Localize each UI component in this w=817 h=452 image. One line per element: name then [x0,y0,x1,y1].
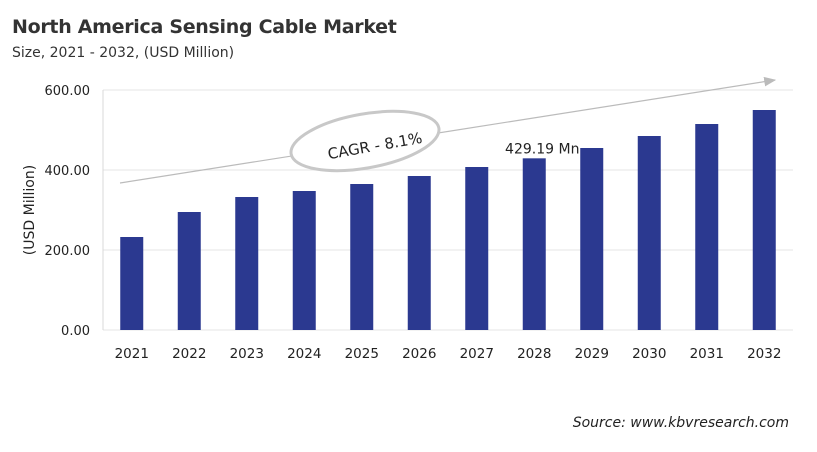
bar-2026 [407,176,431,330]
x-tick-label: 2021 [115,346,149,362]
x-tick-label: 2022 [172,346,206,362]
bar-2024 [292,191,316,330]
bar-2029 [580,148,604,330]
chart-title: North America Sensing Cable Market [12,16,397,38]
bar-2028 [522,158,546,330]
trend-arrow [119,76,777,184]
x-tick-label: 2031 [690,346,724,362]
bar-2030 [637,136,661,330]
y-tick-label: 400.00 [45,164,91,179]
x-tick-label: 2023 [230,346,264,362]
x-tick-label: 2025 [345,346,379,362]
x-tick-label: 2027 [460,346,494,362]
bar-2031 [695,124,719,330]
cagr-ellipse [289,109,441,173]
bar-2021 [120,237,144,330]
data-label: 429.19 Mn [505,141,579,157]
x-tick-label: 2026 [402,346,436,362]
y-tick-label: 600.00 [45,84,91,99]
x-tick-label: 2028 [517,346,551,362]
bar-2027 [465,167,489,330]
source-note: Source: www.kbvresearch.com [572,415,789,431]
bar-2025 [350,184,374,330]
y-axis-label: (USD Million) [22,165,38,255]
bar-2032 [752,110,776,330]
x-tick-label: 2029 [575,346,609,362]
chart-subtitle: Size, 2021 - 2032, (USD Million) [12,45,235,61]
bar-2022 [177,212,201,330]
x-tick-label: 2024 [287,346,321,362]
bar-2023 [235,197,259,330]
x-tick-label: 2032 [747,346,781,362]
y-tick-label: 200.00 [45,244,91,259]
x-tick-label: 2030 [632,346,666,362]
y-tick-label: 0.00 [61,324,90,339]
